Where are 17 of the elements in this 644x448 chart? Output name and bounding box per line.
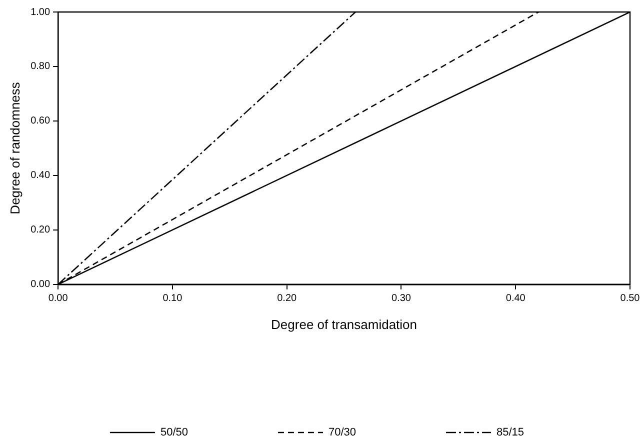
legend-label: 50/50 bbox=[160, 426, 188, 439]
legend-label: 70/30 bbox=[328, 426, 356, 439]
x-tick-label: 0.20 bbox=[277, 293, 298, 304]
x-tick-label: 0.00 bbox=[48, 293, 68, 304]
x-tick-label: 0.40 bbox=[506, 293, 526, 304]
x-tick-label: 0.10 bbox=[162, 293, 183, 304]
x-tick-label: 0.30 bbox=[391, 293, 412, 304]
legend-label: 85/15 bbox=[496, 426, 524, 439]
y-tick-label: 0.60 bbox=[30, 116, 50, 127]
y-tick-label: 0.80 bbox=[30, 61, 50, 72]
y-tick-label: 0.20 bbox=[30, 224, 50, 236]
y-axis-title: Degree of randomness bbox=[7, 82, 22, 214]
y-tick-label: 0.40 bbox=[30, 170, 50, 182]
x-axis-title: Degree of transamidation bbox=[271, 316, 418, 332]
x-tick-label: 0.50 bbox=[620, 293, 640, 304]
y-tick-label: 0.00 bbox=[30, 279, 50, 290]
y-tick-label: 1.00 bbox=[30, 6, 50, 18]
